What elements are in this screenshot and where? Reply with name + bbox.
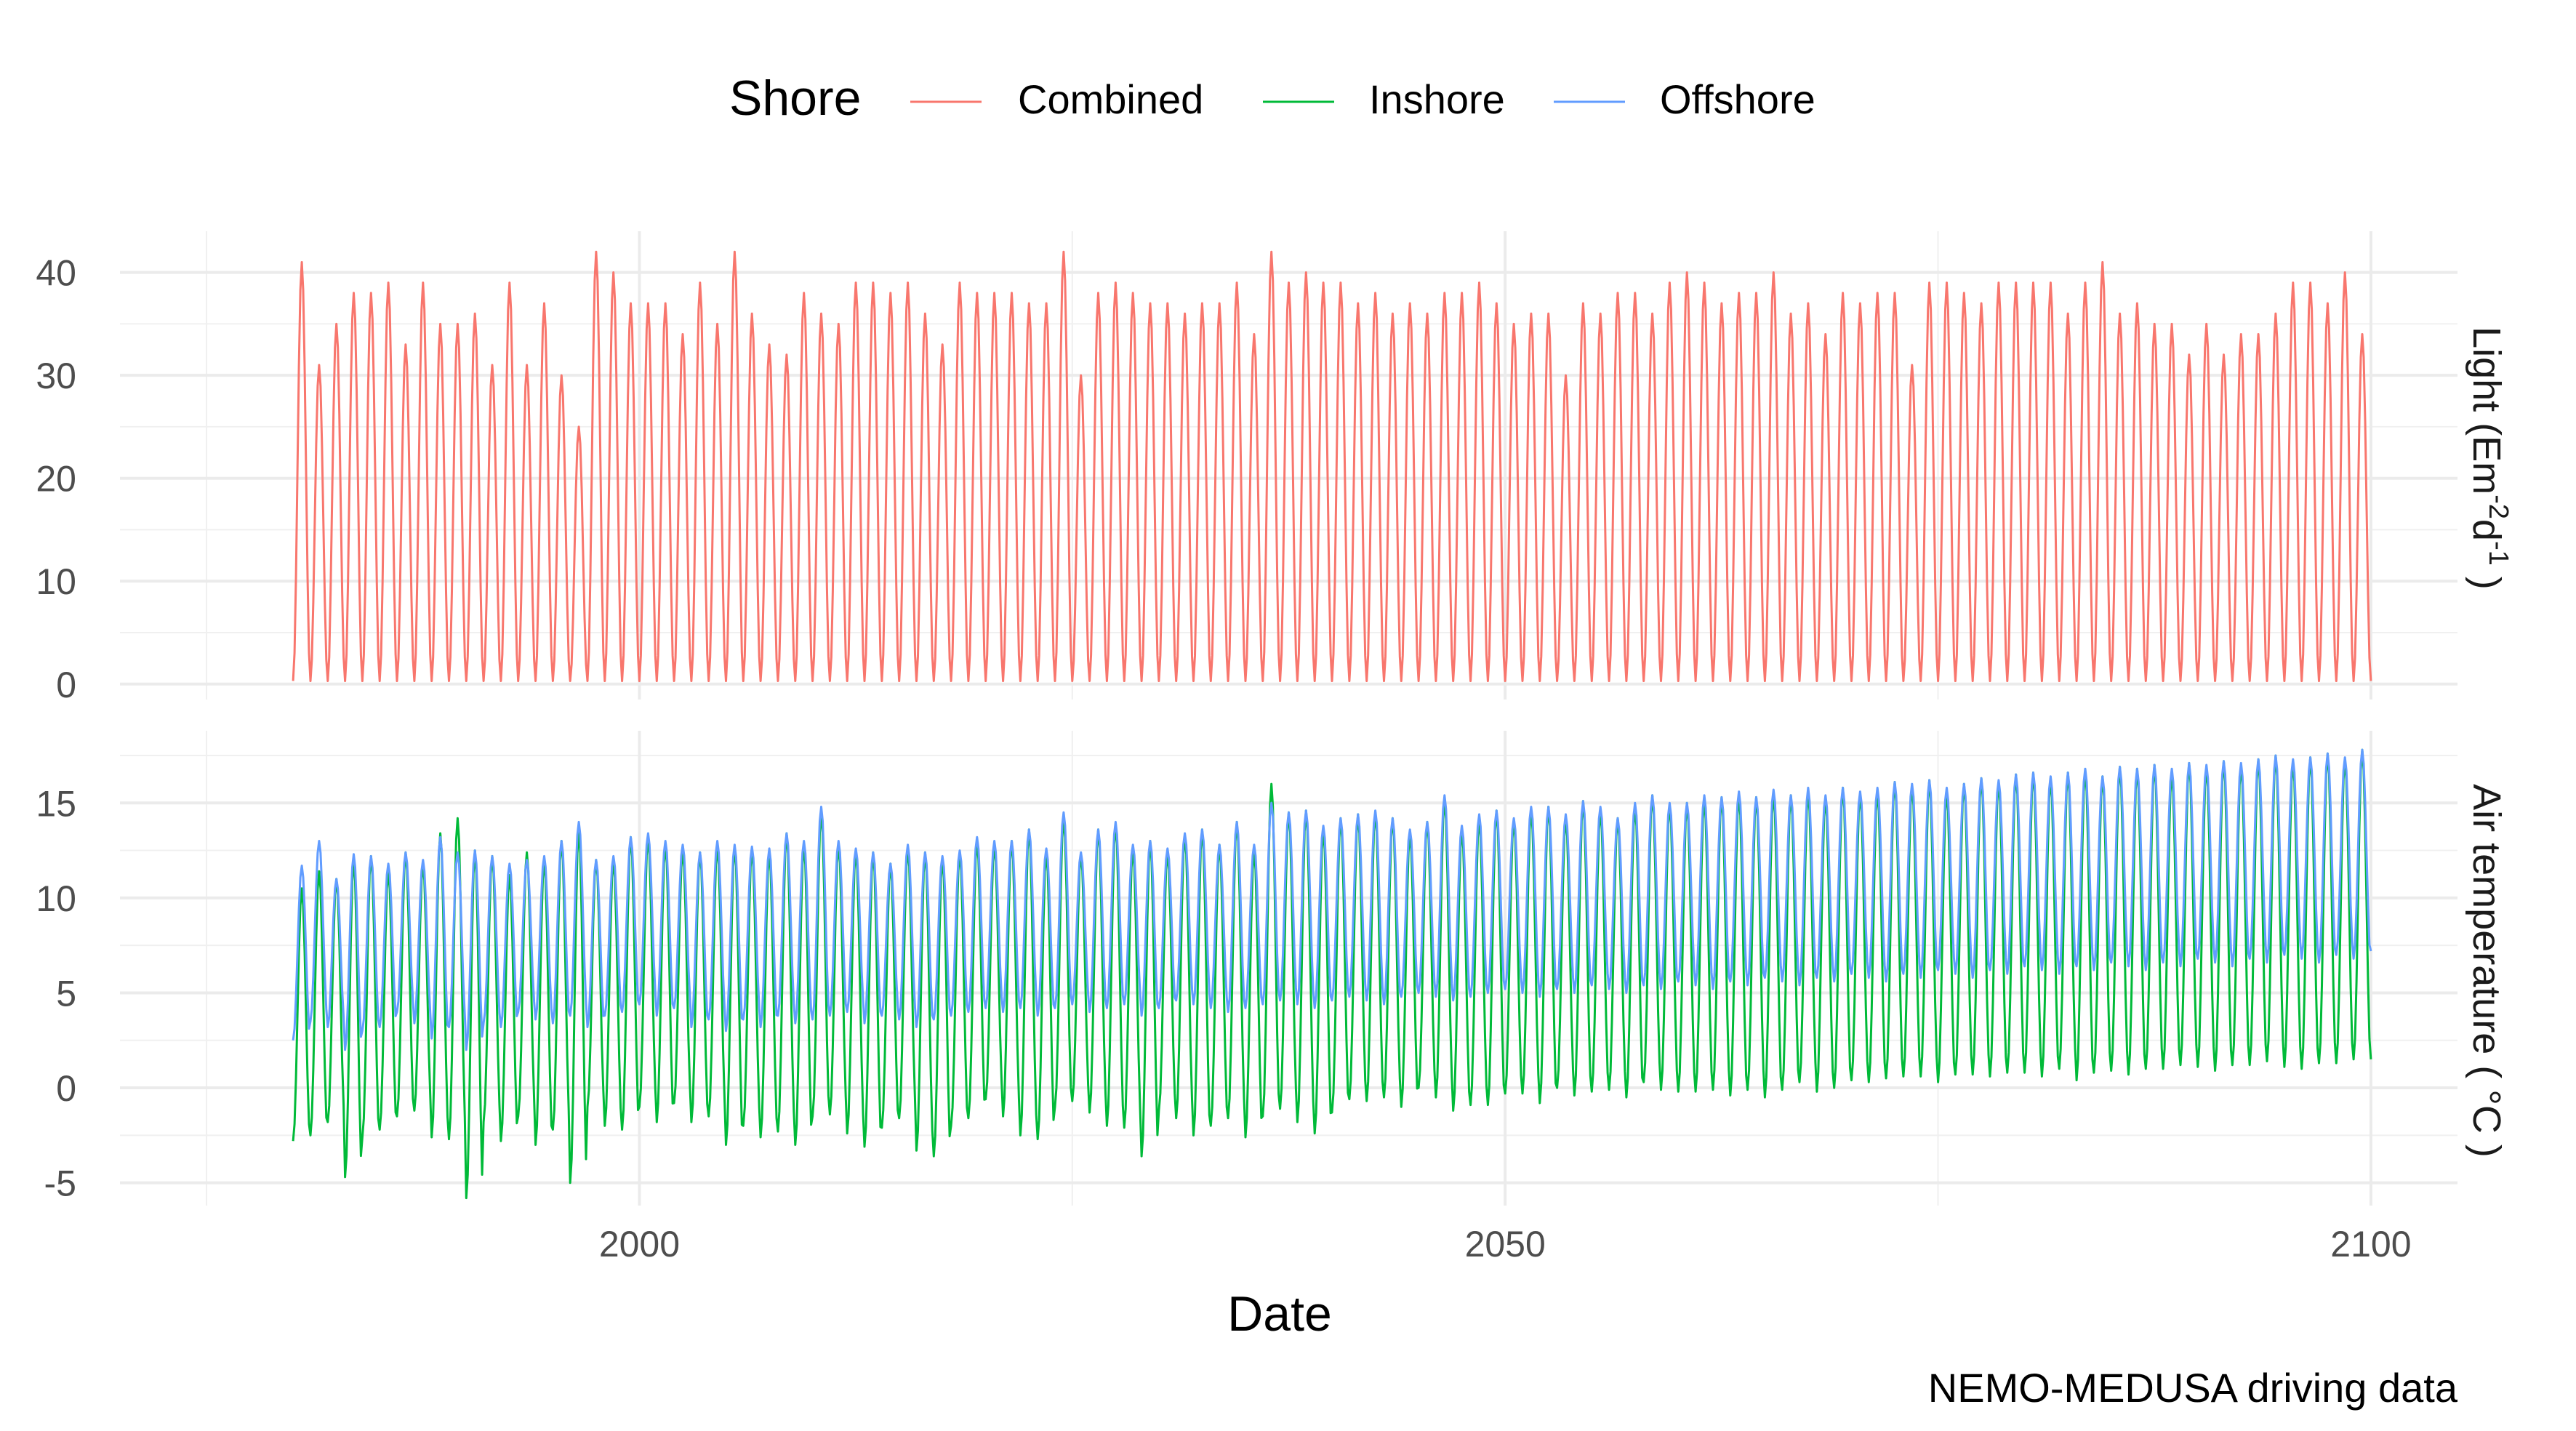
panel-air-temperature: -5 0 5 10 15 Air temperature ( °C ): [36, 731, 2508, 1206]
y-tick-label: 20: [36, 459, 76, 500]
panel-light-y-ticks: 0 10 20 30 40: [36, 253, 76, 705]
x-tick-label: 2050: [1465, 1224, 1546, 1264]
series-line-combined: [292, 250, 2372, 682]
series-line-inshore: [292, 748, 2372, 1200]
legend-title: Shore: [729, 71, 861, 126]
x-tick-label: 2100: [2330, 1224, 2411, 1264]
panel-light-series: [292, 250, 2372, 682]
legend-label-inshore: Inshore: [1369, 76, 1505, 122]
caption: NEMO-MEDUSA driving data: [1928, 1365, 2458, 1411]
y-tick-label: 10: [36, 878, 76, 919]
legend-label-combined: Combined: [1018, 76, 1203, 122]
x-tick-label: 2000: [599, 1224, 680, 1264]
panel-air-temperature-series: [292, 748, 2372, 1200]
legend: Shore Combined Inshore Offshore: [729, 71, 1815, 126]
y-tick-label: 15: [36, 783, 76, 824]
strip-label-light: Light (Em-2d-1 ): [2465, 326, 2513, 590]
series-line-offshore: [292, 748, 2372, 1051]
panel-light-grid: [120, 231, 2457, 700]
x-axis-title: Date: [1227, 1286, 1332, 1342]
y-tick-label: 30: [36, 356, 76, 396]
y-tick-label: -5: [44, 1163, 76, 1204]
y-tick-label: 5: [56, 973, 76, 1014]
panel-air-temperature-grid: [120, 731, 2457, 1206]
panel-air-temperature-y-ticks: -5 0 5 10 15: [36, 783, 76, 1203]
legend-label-offshore: Offshore: [1660, 76, 1815, 122]
x-axis-ticks: 2000 2050 2100: [599, 1224, 2412, 1264]
strip-label-air-temperature: Air temperature ( °C ): [2465, 784, 2508, 1158]
y-tick-label: 0: [56, 1068, 76, 1109]
y-tick-label: 10: [36, 561, 76, 602]
panel-light: 0 10 20 30 40 Light (Em-2d-1 ): [36, 231, 2513, 705]
y-tick-label: 40: [36, 253, 76, 294]
y-tick-label: 0: [56, 665, 76, 705]
